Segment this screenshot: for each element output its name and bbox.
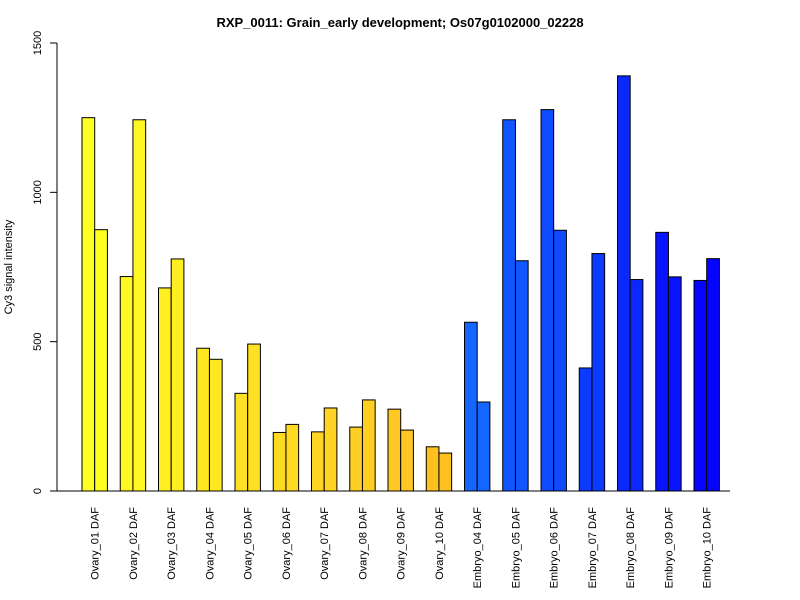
- bar: [438, 452, 453, 492]
- bar: [234, 392, 249, 492]
- bar: [617, 75, 631, 492]
- bar: [285, 423, 300, 492]
- y-tick-label: 1000: [32, 180, 44, 204]
- bar: [349, 426, 363, 492]
- x-tick-label: Ovary_02 DAF: [128, 507, 140, 580]
- bar: [540, 109, 555, 492]
- bar: [81, 117, 96, 492]
- bar: [476, 401, 491, 492]
- x-tick-label: Embryo_08 DAF: [625, 507, 637, 589]
- bar: [706, 258, 720, 492]
- bar: [119, 276, 134, 492]
- x-tick-label: Embryo_10 DAF: [702, 507, 714, 589]
- x-tick-label: Ovary_10 DAF: [434, 507, 446, 580]
- x-tick-label: Ovary_09 DAF: [396, 507, 408, 580]
- x-tick-label: Ovary_07 DAF: [319, 507, 331, 580]
- x-tick-label: Ovary_03 DAF: [166, 507, 178, 580]
- x-tick-label: Ovary_04 DAF: [204, 507, 216, 580]
- bar: [591, 253, 606, 492]
- bar: [361, 399, 376, 492]
- y-tick-label: 0: [32, 488, 44, 494]
- x-tick-label: Embryo_07 DAF: [587, 507, 599, 589]
- bar: [208, 358, 223, 492]
- y-axis-label: Cy3 signal intensity: [3, 219, 15, 314]
- x-tick-label: Embryo_06 DAF: [549, 507, 561, 589]
- bar: [387, 408, 402, 492]
- bar: [272, 431, 287, 492]
- x-tick-label: Embryo_04 DAF: [472, 507, 484, 589]
- bar: [247, 343, 261, 492]
- bar: [655, 231, 669, 492]
- bar: [158, 287, 172, 492]
- bar: [629, 279, 644, 492]
- x-tick-label: Ovary_08 DAF: [357, 507, 369, 580]
- bar: [311, 431, 325, 492]
- bar: [425, 446, 440, 492]
- chart-title: RXP_0011: Grain_early development; Os07g…: [216, 15, 583, 30]
- bar: [693, 279, 708, 492]
- x-tick-labels: Ovary_01 DAF Ovary_02 DAF Ovary_03 DAF Ovar…: [90, 507, 714, 589]
- x-tick-label: Embryo_05 DAF: [510, 507, 522, 589]
- bar: [667, 276, 682, 492]
- bar: [502, 119, 516, 492]
- bar: [94, 229, 108, 492]
- bar: [132, 119, 147, 492]
- bar: [196, 347, 210, 492]
- x-tick-label: Embryo_09 DAF: [663, 507, 675, 589]
- bar: [464, 321, 478, 492]
- bar: [400, 429, 414, 492]
- bar: [553, 229, 567, 492]
- y-tick-label: 1500: [32, 31, 44, 55]
- x-tick-label: Ovary_06 DAF: [281, 507, 293, 580]
- bars: [81, 75, 720, 492]
- bar: [578, 367, 593, 492]
- x-tick-label: Ovary_01 DAF: [90, 507, 102, 580]
- bar: [323, 407, 338, 492]
- x-tick-label: Ovary_05 DAF: [243, 507, 255, 580]
- bar: [170, 258, 185, 492]
- y-axis: 0 500 1000 1500: [32, 31, 58, 494]
- y-tick-label: 500: [32, 332, 44, 350]
- bar: [514, 260, 529, 492]
